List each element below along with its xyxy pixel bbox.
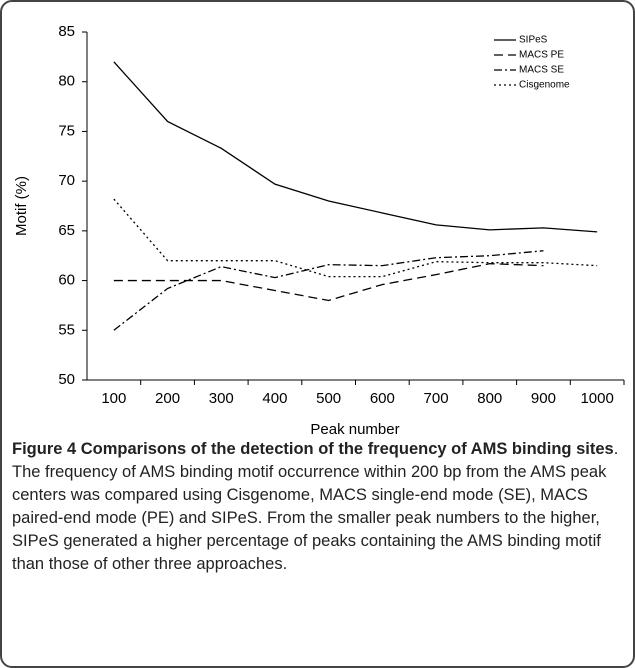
- y-tick-label: 85: [58, 23, 75, 40]
- x-tick-label: 600: [370, 390, 395, 407]
- caption-title: Figure 4 Comparisons of the detection of…: [12, 440, 614, 458]
- legend-label: MACS SE: [519, 65, 564, 76]
- y-tick-label: 70: [58, 172, 75, 189]
- x-tick-label: 900: [531, 390, 556, 407]
- x-tick-label: 300: [209, 390, 234, 407]
- y-tick-label: 80: [58, 73, 75, 90]
- series-line: [113, 250, 544, 331]
- x-tick-label: 500: [316, 390, 341, 407]
- x-tick-label: 200: [155, 390, 180, 407]
- caption-text: . The frequency of AMS binding motif occ…: [12, 440, 619, 573]
- x-tick-label: 100: [101, 390, 126, 407]
- series-line: [113, 61, 598, 233]
- series-line: [113, 263, 544, 302]
- series-line: [113, 198, 598, 278]
- y-tick-label: 55: [58, 321, 75, 338]
- x-tick-label: 1000: [580, 390, 613, 407]
- y-axis-label: Motif (%): [13, 176, 30, 236]
- y-tick-label: 60: [58, 272, 75, 289]
- legend-label: SIPeS: [519, 35, 548, 46]
- legend-label: Cisgenome: [519, 80, 570, 91]
- x-tick-label: 700: [424, 390, 449, 407]
- x-tick-label: 800: [477, 390, 502, 407]
- caption: Figure 4 Comparisons of the detection of…: [12, 438, 624, 576]
- y-tick-label: 75: [58, 122, 75, 139]
- y-tick-label: 50: [58, 371, 75, 388]
- x-tick-label: 400: [262, 390, 287, 407]
- y-tick-label: 65: [58, 222, 75, 239]
- chart: Motif (%) Peak number 50 55 60 65 70 75 80 85 10…: [13, 23, 625, 438]
- x-axis-label: Peak number: [310, 421, 399, 438]
- legend-label: MACS PE: [519, 50, 564, 61]
